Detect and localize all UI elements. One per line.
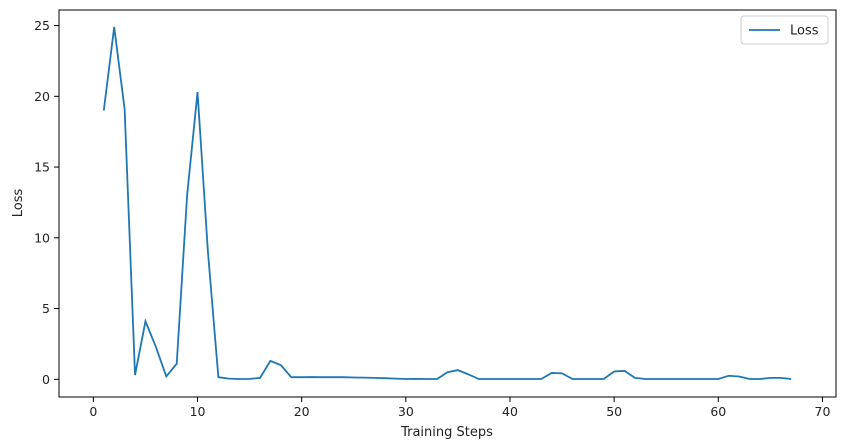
y-tick-label: 15 — [34, 160, 50, 175]
y-tick-label: 0 — [42, 372, 50, 387]
legend-box — [740, 15, 829, 45]
x-tick-label: 50 — [606, 404, 622, 419]
y-tick-label: 25 — [34, 18, 50, 33]
y-tick-label: 20 — [34, 89, 50, 104]
plot-area-border — [58, 9, 837, 398]
y-tick-label: 5 — [42, 301, 50, 316]
legend: Loss — [740, 15, 829, 45]
x-axis-ticks: 0 10 20 30 40 50 60 70 — [89, 397, 830, 419]
loss-series-line — [102, 26, 792, 380]
x-tick-label: 0 — [89, 404, 97, 419]
x-tick-label: 10 — [190, 404, 206, 419]
y-axis-label: Loss — [11, 189, 26, 218]
x-axis-label: Training Steps — [400, 425, 493, 440]
y-tick-label: 10 — [34, 230, 50, 245]
x-tick-label: 70 — [815, 404, 831, 419]
x-tick-label: 20 — [294, 404, 310, 419]
x-tick-label: 60 — [710, 404, 726, 419]
legend-label-loss: Loss — [790, 24, 819, 39]
y-axis-ticks: 0 5 10 15 20 25 — [34, 18, 59, 387]
x-tick-label: 30 — [398, 404, 414, 419]
x-tick-label: 40 — [502, 404, 518, 419]
